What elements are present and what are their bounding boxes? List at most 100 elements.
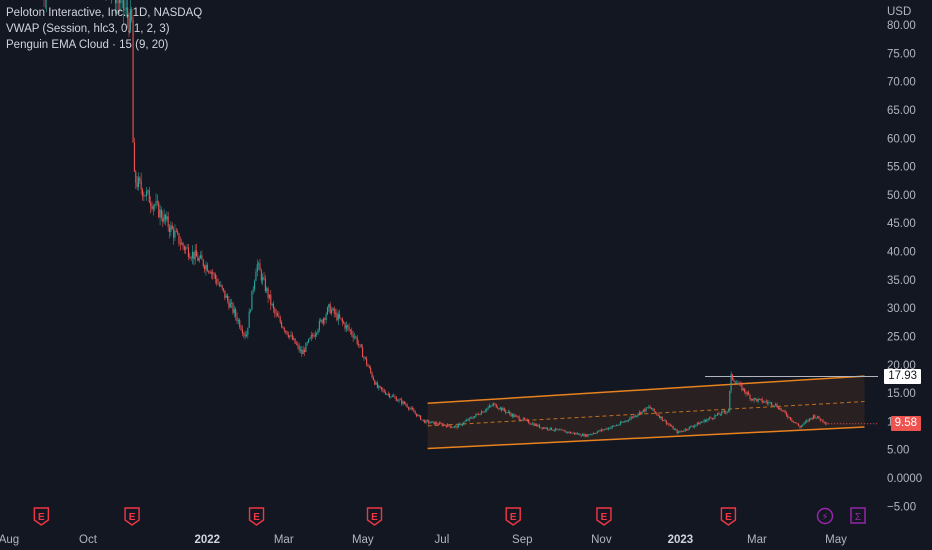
- candle-body: [445, 425, 447, 427]
- candle-body: [186, 247, 188, 249]
- channel-upper-line[interactable]: [427, 375, 865, 405]
- candle-body: [698, 422, 700, 425]
- earnings-letter: E: [253, 512, 260, 523]
- candle-body: [148, 190, 150, 203]
- earnings-marker[interactable]: E: [505, 507, 521, 526]
- y-tick-label: 25.00: [887, 331, 916, 343]
- indicator-ema-cloud[interactable]: Penguin EMA Cloud · 15 (9, 20): [6, 39, 169, 51]
- candle-body: [279, 317, 281, 323]
- earnings-marker[interactable]: E: [596, 507, 612, 526]
- candle-body: [436, 422, 438, 425]
- candle-body: [287, 334, 289, 337]
- candle-body: [486, 408, 488, 411]
- candle-body: [536, 424, 538, 427]
- candle-body: [166, 216, 168, 220]
- candle-body: [291, 334, 293, 340]
- candle-body: [197, 256, 199, 261]
- candle-body: [183, 246, 185, 250]
- channel-lower-line[interactable]: [427, 426, 865, 450]
- candle-body: [281, 322, 283, 327]
- candle-body: [637, 414, 639, 416]
- candle-body: [777, 407, 779, 410]
- candle-body: [603, 429, 605, 431]
- candlestick-series[interactable]: [42, 0, 828, 438]
- candle-body: [563, 430, 565, 432]
- dividend-marker[interactable]: Σ: [850, 507, 866, 524]
- candle-body: [762, 402, 765, 403]
- candle-body: [700, 422, 702, 423]
- candle-body: [274, 308, 276, 314]
- y-tick-label: 40.00: [887, 247, 916, 259]
- candle-body: [244, 333, 246, 337]
- y-tick-label: 55.00: [887, 162, 916, 174]
- candle-body: [424, 420, 426, 423]
- candle-body: [124, 9, 126, 11]
- candle-body: [719, 414, 721, 416]
- candle-body: [306, 342, 308, 344]
- candle-body: [224, 290, 226, 298]
- candle-body: [661, 416, 663, 421]
- candle-body: [401, 399, 403, 404]
- candle-body: [767, 402, 769, 404]
- candle-body: [119, 0, 121, 4]
- candle-body: [784, 410, 786, 413]
- candle-body: [426, 420, 428, 422]
- candle-body: [802, 424, 804, 426]
- symbol-title[interactable]: Peloton Interactive, Inc., 1D, NASDAQ: [6, 7, 203, 19]
- candle-body: [174, 231, 176, 238]
- candle-body: [464, 421, 466, 423]
- candle-body: [367, 364, 369, 367]
- candle-body: [434, 422, 437, 425]
- candle-body: [808, 418, 810, 421]
- candle-body: [541, 427, 543, 429]
- earnings-marker[interactable]: E: [720, 507, 737, 526]
- candle-body: [776, 404, 778, 408]
- candle-body: [252, 289, 254, 291]
- candle-body: [723, 411, 725, 413]
- candle-body: [501, 407, 503, 411]
- candle-body: [654, 411, 657, 413]
- earnings-events[interactable]: E E E E E E E ⚡ Σ: [33, 507, 866, 526]
- indicator-vwap[interactable]: VWAP (Session, hlc3, 0, 1, 2, 3): [6, 23, 170, 35]
- candle-body: [568, 431, 570, 433]
- time-axis[interactable]: Aug Oct 2022 Mar May Jul Sep Nov 2023 Mar May: [0, 534, 847, 546]
- x-tick-label: Oct: [79, 534, 98, 546]
- candle-body: [509, 411, 511, 414]
- candle-body: [792, 420, 794, 423]
- candle-body: [696, 422, 698, 425]
- earnings-marker[interactable]: E: [248, 507, 265, 526]
- candle-body: [463, 422, 465, 424]
- candle-body: [173, 229, 175, 238]
- candle-body: [366, 358, 368, 365]
- candle-body: [642, 409, 644, 412]
- candle-body: [495, 403, 497, 408]
- candle-body: [231, 303, 233, 304]
- y-tick-label: 20.00: [887, 360, 916, 372]
- earnings-marker[interactable]: E: [366, 507, 383, 526]
- channel-middle-line[interactable]: [427, 401, 865, 427]
- candle-body: [491, 405, 493, 407]
- earnings-marker[interactable]: E: [124, 507, 140, 526]
- candle-body: [819, 418, 821, 421]
- high-price-label: 17.93: [884, 368, 921, 384]
- candle-body: [557, 429, 559, 431]
- candle-body: [420, 415, 422, 420]
- candle-body: [524, 418, 526, 420]
- candle-body: [227, 295, 229, 301]
- split-marker[interactable]: ⚡: [816, 507, 834, 525]
- candle-body: [303, 349, 306, 352]
- candle-body: [783, 410, 785, 412]
- horizontal-line[interactable]: [705, 375, 878, 425]
- earnings-marker[interactable]: E: [33, 507, 50, 526]
- candle-body: [544, 427, 546, 429]
- candle-body: [438, 422, 441, 425]
- earnings-icon: [33, 507, 50, 526]
- candle-body: [437, 424, 439, 425]
- candle-body: [533, 423, 535, 426]
- candle-body: [268, 294, 270, 298]
- candle-body: [352, 334, 354, 338]
- candle-body: [630, 416, 632, 419]
- candle-body: [143, 195, 145, 197]
- candle-body: [796, 423, 798, 425]
